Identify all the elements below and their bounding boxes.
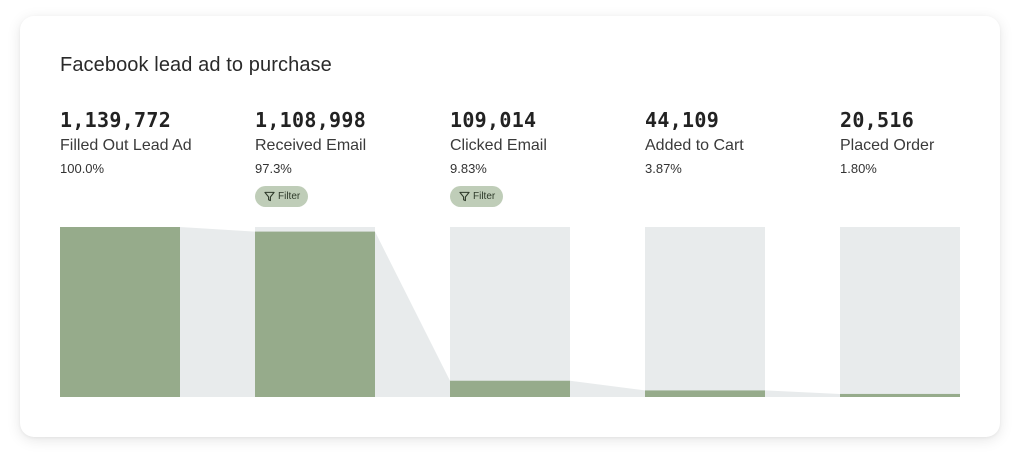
funnel-connector [765, 390, 840, 397]
step-count: 109,014 [450, 108, 537, 132]
funnel-bar[interactable] [840, 393, 960, 397]
funnel-step: 20,516 Placed Order 1.80% [840, 108, 1020, 177]
chart-title: Facebook lead ad to purchase [60, 54, 332, 76]
funnel-bar[interactable] [60, 227, 180, 397]
step-label: Placed Order [840, 137, 935, 154]
filter-label: Filter [278, 191, 301, 202]
funnel-connector [180, 227, 255, 397]
funnel-step: 109,014 Clicked Email 9.83% Filter [450, 108, 630, 207]
funnel-bar[interactable] [255, 231, 375, 397]
filter-icon [264, 191, 275, 202]
filter-icon [459, 191, 470, 202]
step-label: Received Email [255, 137, 367, 154]
bar-track [645, 227, 765, 397]
step-percent: 3.87% [645, 161, 682, 176]
step-percent: 100.0% [60, 161, 105, 176]
funnel-step: 1,108,998 Received Email 97.3% Filter [255, 108, 435, 207]
funnel-step: 1,139,772 Filled Out Lead Ad 100.0% [60, 108, 240, 177]
step-label: Clicked Email [450, 137, 547, 154]
step-count: 1,139,772 [60, 108, 172, 132]
bar-track [840, 227, 960, 397]
funnel-bar[interactable] [450, 380, 570, 397]
step-percent: 9.83% [450, 161, 487, 176]
filter-label: Filter [473, 191, 496, 202]
filter-button[interactable]: Filter [255, 186, 309, 207]
funnel-card: Facebook lead ad to purchase 1,139,772 Fi… [20, 16, 1000, 437]
funnel-connector [570, 380, 645, 397]
funnel-step: 44,109 Added to Cart 3.87% [645, 108, 825, 177]
step-count: 44,109 [645, 108, 720, 132]
step-label: Added to Cart [645, 137, 744, 154]
bar-track [450, 227, 570, 397]
funnel-chart [60, 227, 960, 397]
step-label: Filled Out Lead Ad [60, 137, 192, 154]
funnel-bar[interactable] [645, 390, 765, 397]
step-count: 1,108,998 [255, 108, 367, 132]
funnel-connector [375, 231, 450, 397]
step-percent: 97.3% [255, 161, 292, 176]
step-count: 20,516 [840, 108, 915, 132]
step-percent: 1.80% [840, 161, 877, 176]
filter-button[interactable]: Filter [450, 186, 504, 207]
